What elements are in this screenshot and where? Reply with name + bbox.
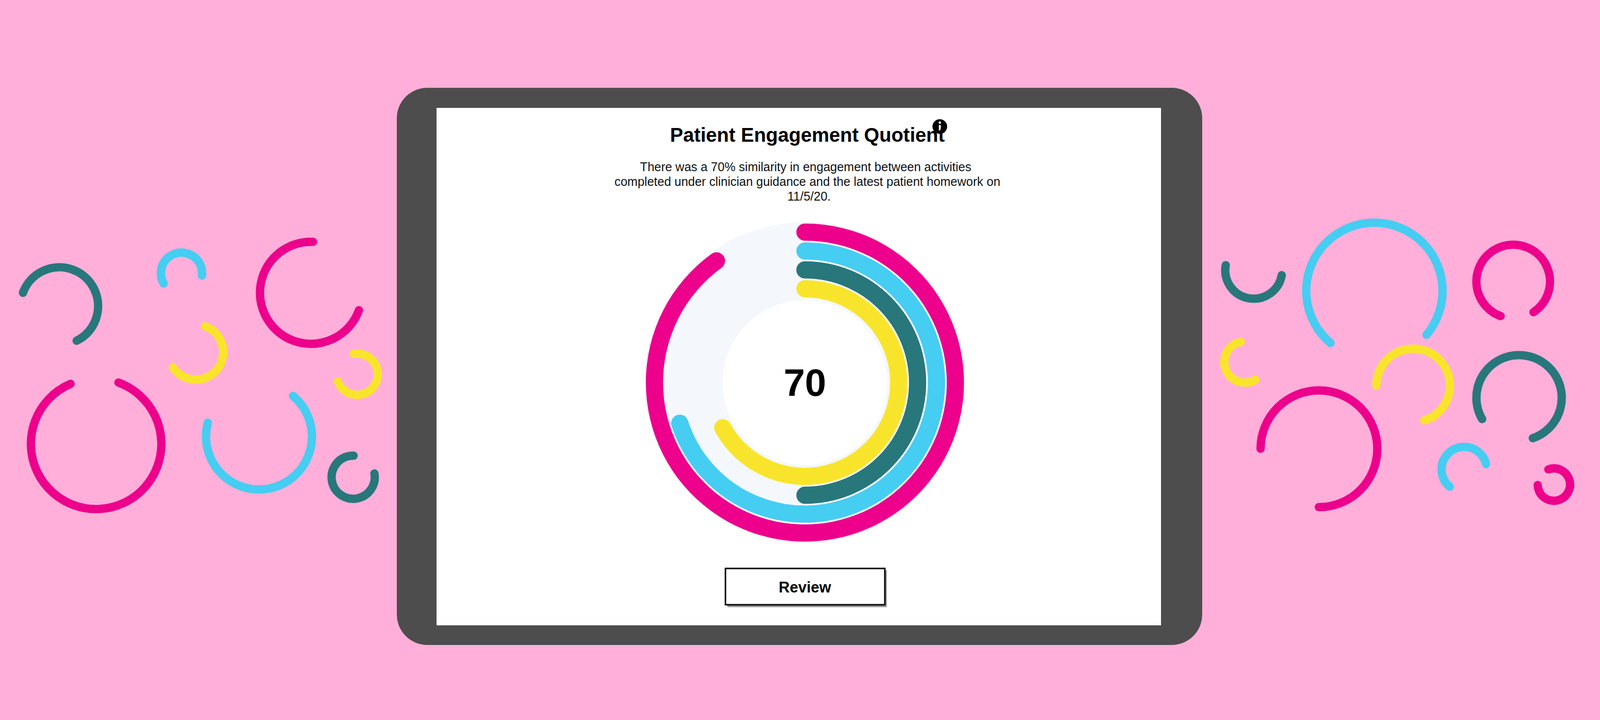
svg-text:Review: Review: [778, 578, 832, 596]
svg-text:completed under clinician guid: completed under clinician guidance and t…: [614, 174, 1001, 189]
svg-text:70: 70: [783, 361, 827, 405]
svg-text:11/5/20.: 11/5/20.: [783, 189, 831, 204]
svg-text:Patient Engagement Quotient: Patient Engagement Quotient: [670, 124, 945, 146]
svg-text:There was a 70% similarity in: There was a 70% similarity in engagement…: [640, 159, 975, 174]
